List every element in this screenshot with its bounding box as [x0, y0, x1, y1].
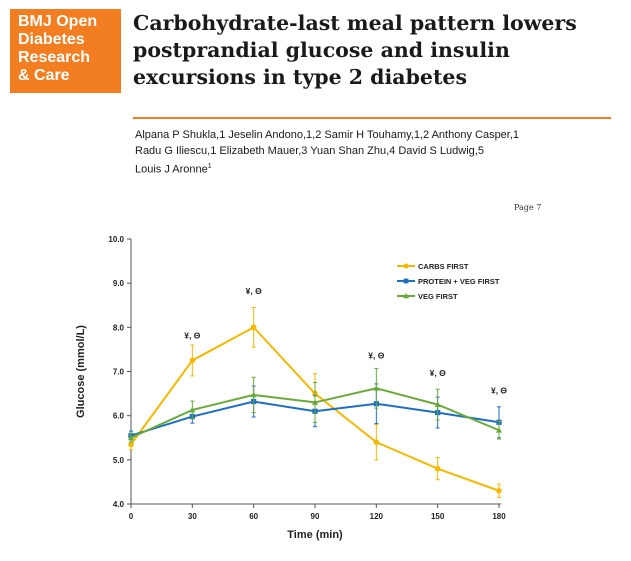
significance-annotation: ¥, Θ — [184, 330, 200, 340]
data-point-veg-first — [189, 406, 196, 413]
x-tick-label: 150 — [431, 512, 445, 521]
y-tick-label: 4.0 — [113, 500, 125, 509]
logo-line-2: Diabetes — [18, 31, 85, 48]
legend-marker-protein-veg-first — [403, 278, 409, 284]
x-tick-label: 0 — [129, 512, 134, 521]
title-line-3: excursions in type 2 diabetes — [133, 65, 467, 89]
logo-line-1: BMJ Open — [18, 13, 98, 30]
data-point-veg-first — [128, 434, 134, 441]
data-point-veg-first — [434, 401, 441, 408]
legend-marker-veg-first — [403, 293, 409, 299]
data-point-veg-first — [496, 427, 502, 433]
title-divider — [133, 117, 611, 119]
data-point-carbs-first — [128, 441, 134, 448]
x-tick-label: 180 — [492, 512, 506, 521]
legend-label-veg-first: VEG FIRST — [418, 292, 458, 301]
y-tick-label: 8.0 — [113, 323, 125, 332]
data-point-carbs-first — [434, 465, 441, 472]
y-tick-label: 6.0 — [113, 412, 125, 421]
significance-annotation: ¥, Θ — [491, 386, 507, 396]
x-tick-label: 60 — [249, 512, 258, 521]
author-list: Alpana P Shukla,1 Jeselin Andono,1,2 Sam… — [135, 127, 615, 178]
data-point-carbs-first — [496, 487, 502, 494]
significance-annotation: ¥, Θ — [246, 286, 262, 296]
x-tick-label: 30 — [188, 512, 197, 521]
author-line-1: Alpana P Shukla,1 Jeselin Andono,1,2 Sam… — [135, 129, 520, 141]
legend-label-carbs-first: CARBS FIRST — [418, 262, 469, 271]
logo-line-3: Research — [18, 49, 91, 66]
x-tick-label: 120 — [370, 512, 384, 521]
x-tick-label: 90 — [311, 512, 320, 521]
x-axis-label: Time (min) — [287, 529, 343, 541]
article-title: Carbohydrate-last meal pattern lowers po… — [133, 10, 623, 91]
data-point-carbs-first — [250, 324, 257, 331]
data-point-carbs-first — [189, 357, 196, 364]
data-point-veg-first — [373, 385, 380, 391]
y-tick-label: 7.0 — [113, 368, 125, 377]
data-point-veg-first — [250, 391, 257, 398]
data-point-veg-first — [312, 399, 318, 405]
journal-logo: BMJ Open Diabetes Research & Care — [10, 9, 121, 93]
author-line-3: Louis J Aronne1 — [135, 163, 212, 176]
y-tick-label: 9.0 — [113, 279, 125, 288]
title-line-2: postprandial glucose and insulin — [133, 38, 510, 62]
logo-line-4: & Care — [18, 67, 70, 84]
title-line-1: Carbohydrate-last meal pattern lowers — [133, 11, 577, 35]
legend-marker-carbs-first — [403, 263, 409, 269]
author-line-2: Radu G Iliescu,1 Elizabeth Mauer,3 Yuan … — [135, 145, 484, 157]
legend-label-protein-veg-first: PROTEIN + VEG FIRST — [418, 277, 500, 286]
data-point-carbs-first — [373, 439, 380, 445]
y-tick-label: 10.0 — [108, 235, 124, 244]
page-marker: Page 7 — [514, 203, 542, 212]
significance-annotation: ¥, Θ — [430, 368, 446, 378]
significance-annotation: ¥, Θ — [368, 350, 384, 360]
y-axis-label: Glucose (mmol/L) — [75, 325, 87, 418]
y-tick-label: 5.0 — [113, 456, 125, 465]
